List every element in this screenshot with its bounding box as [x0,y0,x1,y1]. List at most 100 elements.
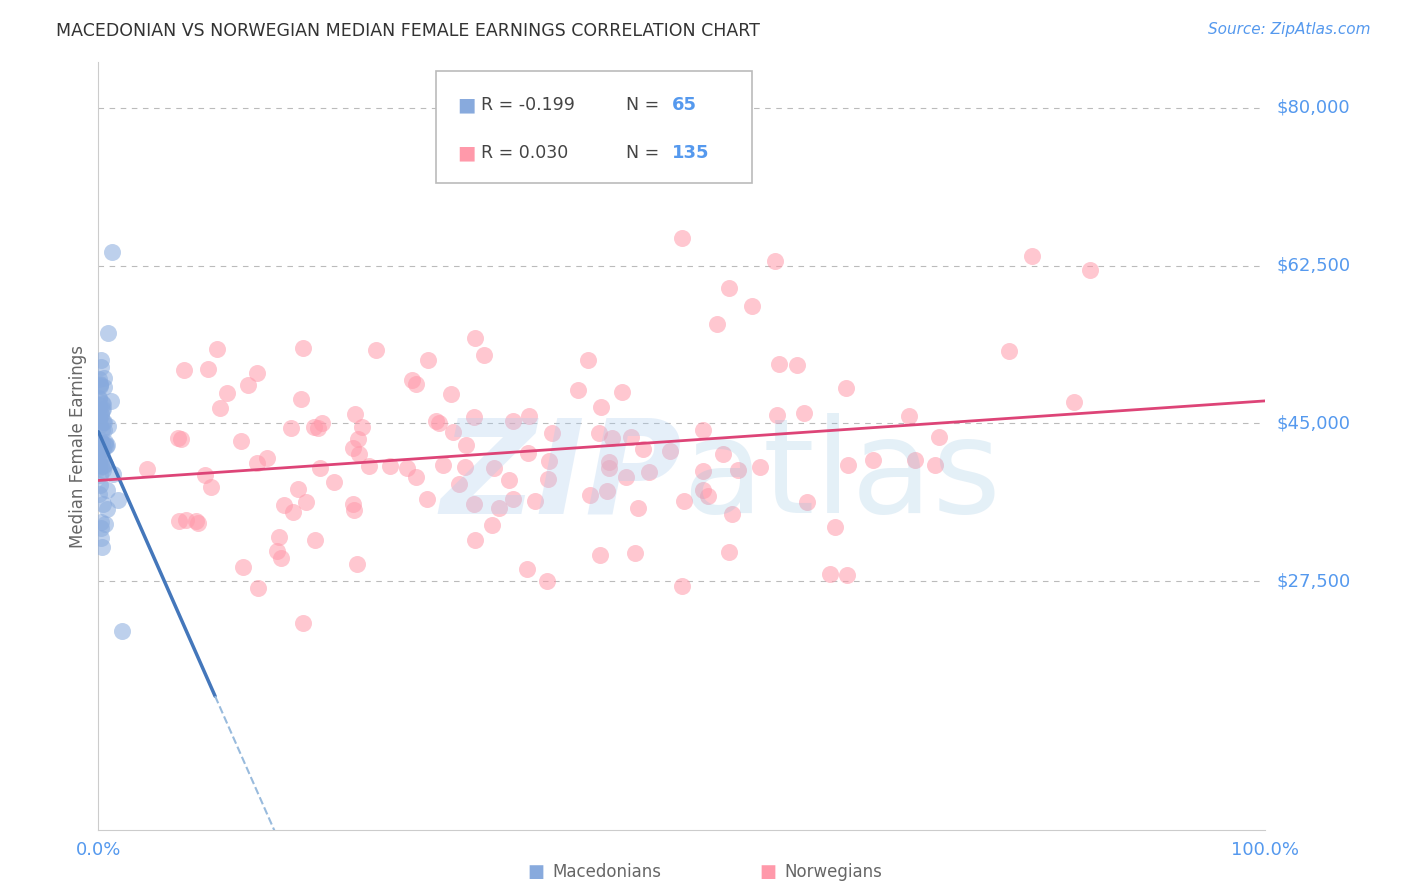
Point [87,412,110,426]
Point [232,559,254,574]
Point [659,443,682,458]
Point [90,359,112,374]
Point [89,377,111,392]
Point [236,378,259,392]
Point [502,414,524,428]
Text: $80,000: $80,000 [1277,98,1350,117]
Point [824,520,846,534]
Point [401,373,423,387]
Point [598,461,620,475]
Point [197,362,219,376]
Point [89,377,111,392]
Text: R = 0.030: R = 0.030 [481,144,568,161]
Point [796,494,818,508]
Point [427,416,450,430]
Point [91,395,114,409]
Point [266,544,288,558]
Point [97,326,120,341]
Point [246,581,269,595]
Point [484,461,506,475]
Point [347,432,370,446]
Point [89,445,111,459]
Point [91,463,114,477]
Text: ZIP: ZIP [440,413,682,541]
Point [94,439,117,453]
Point [307,421,329,435]
Point [768,357,790,371]
Point [671,579,693,593]
Point [454,459,477,474]
Point [1080,263,1102,277]
Point [322,475,344,489]
Point [87,442,110,456]
Point [90,459,112,474]
Point [91,402,114,417]
Point [596,483,619,498]
Point [463,410,485,425]
Point [405,376,427,391]
Point [170,433,193,447]
Point [93,434,115,449]
Point [862,453,884,467]
Point [89,458,111,473]
Point [91,415,114,429]
Point [591,401,613,415]
Point [456,438,478,452]
Point [90,407,112,421]
Point [90,521,112,535]
Point [167,514,190,528]
Text: $45,000: $45,000 [1277,415,1351,433]
Point [208,401,231,415]
Point [93,380,115,394]
Point [537,472,560,486]
Point [281,505,304,519]
Point [87,487,110,501]
Text: ■: ■ [457,144,475,162]
Point [610,384,633,399]
Point [292,615,315,630]
Point [692,464,714,478]
Point [697,489,720,503]
Point [90,532,112,546]
Point [441,425,464,439]
Point [425,414,447,428]
Point [93,415,115,429]
Y-axis label: Median Female Earnings: Median Female Earnings [69,344,87,548]
Point [579,488,602,502]
Point [673,494,696,508]
Point [89,433,111,447]
Point [395,461,418,475]
Point [517,445,540,459]
Point [352,420,374,434]
Point [270,551,292,566]
Point [96,438,118,452]
Point [342,442,364,456]
Point [727,463,749,477]
Point [818,567,841,582]
Text: atlas: atlas [682,413,1001,541]
Point [89,379,111,393]
Point [273,498,295,512]
Point [292,341,315,355]
Point [749,459,772,474]
Point [90,455,112,469]
Point [90,352,112,367]
Point [93,371,115,385]
Point [246,456,269,470]
Point [309,460,332,475]
Point [96,483,118,498]
Point [94,457,117,471]
Point [91,459,114,474]
Point [538,454,561,468]
Point [173,363,195,377]
Point [205,343,228,357]
Point [174,513,197,527]
Point [502,492,524,507]
Point [793,405,815,419]
Point [343,502,366,516]
Point [614,470,637,484]
Point [87,392,110,407]
Point [359,458,381,473]
Text: R = -0.199: R = -0.199 [481,95,575,113]
Text: MACEDONIAN VS NORWEGIAN MEDIAN FEMALE EARNINGS CORRELATION CHART: MACEDONIAN VS NORWEGIAN MEDIAN FEMALE EA… [56,22,761,40]
